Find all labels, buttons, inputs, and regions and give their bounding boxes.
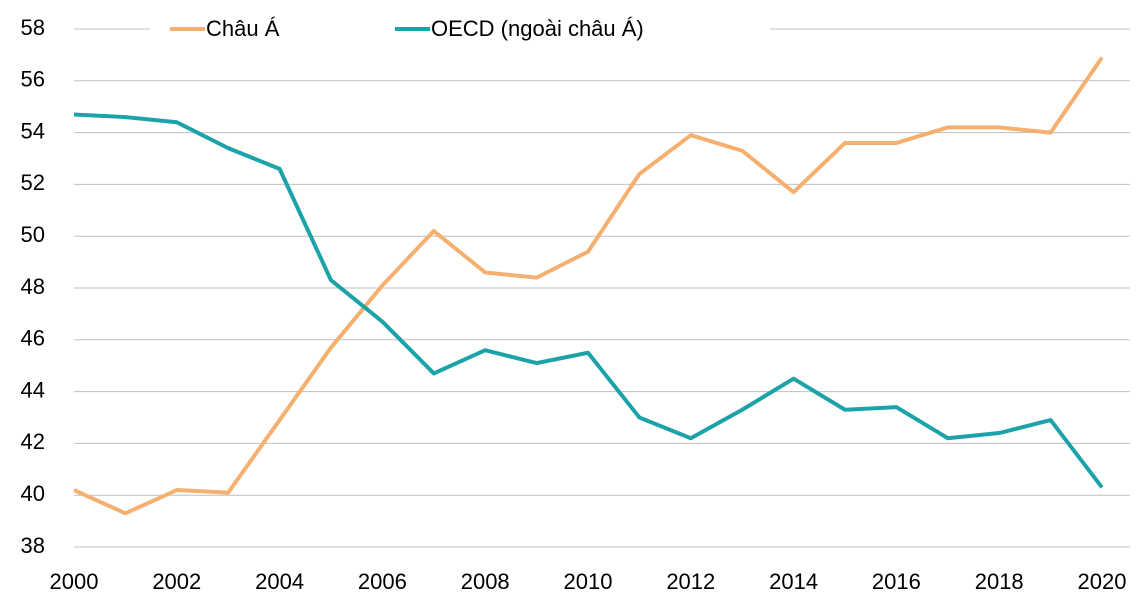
x-tick-label: 2012 — [666, 569, 715, 594]
x-tick-label: 2008 — [461, 569, 510, 594]
y-tick-label: 44 — [21, 377, 45, 402]
y-tick-label: 46 — [21, 326, 45, 351]
y-tick-label: 56 — [21, 67, 45, 92]
line-series — [73, 56, 1104, 516]
x-tick-label: 2020 — [1078, 569, 1127, 594]
y-tick-label: 58 — [21, 15, 45, 40]
x-tick-label: 2006 — [358, 569, 407, 594]
x-tick-label: 2004 — [255, 569, 304, 594]
legend-label: Châu Á — [206, 16, 280, 41]
x-tick-label: 2014 — [769, 569, 818, 594]
y-tick-label: 52 — [21, 170, 45, 195]
x-tick-label: 2018 — [975, 569, 1024, 594]
x-tick-label: 2010 — [564, 569, 613, 594]
y-tick-label: 50 — [21, 222, 45, 247]
y-tick-label: 38 — [21, 533, 45, 558]
y-tick-label: 40 — [21, 481, 45, 506]
y-tick-label: 42 — [21, 429, 45, 454]
y-tick-label: 48 — [21, 274, 45, 299]
legend-label: OECD (ngoài châu Á) — [431, 16, 644, 41]
line-series — [73, 112, 1104, 489]
legend-bg — [150, 10, 770, 50]
x-tick-label: 2016 — [872, 569, 921, 594]
x-tick-label: 2000 — [50, 569, 99, 594]
x-tick-label: 2002 — [152, 569, 201, 594]
y-tick-label: 54 — [21, 118, 45, 143]
